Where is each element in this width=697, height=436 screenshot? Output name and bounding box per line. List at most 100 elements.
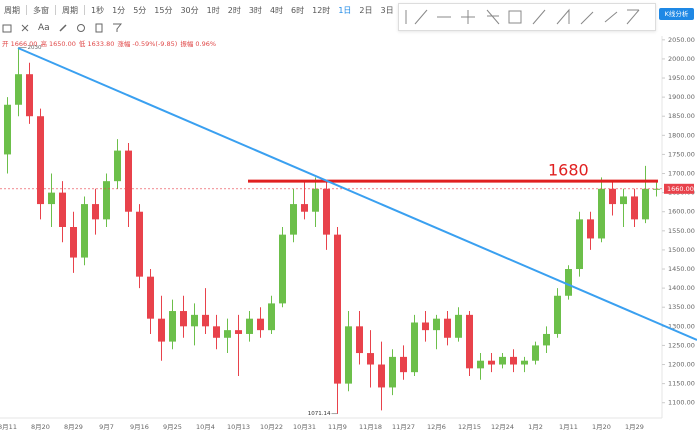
period-button[interactable]: 4时 (269, 5, 284, 15)
x-tick-label: 12月15 (458, 423, 481, 431)
y-tick-label: 1950.00 (668, 74, 695, 82)
candle-body (147, 276, 154, 319)
period-button[interactable]: 3日 (380, 5, 394, 15)
candle-body (378, 364, 385, 388)
x-tick-label: 8月29 (64, 423, 83, 431)
low-label: 1071.14 (308, 411, 331, 417)
x-tick-label: 12月6 (427, 423, 446, 431)
icon[interactable] (94, 23, 104, 33)
y-tick-label: 1850.00 (668, 112, 695, 120)
info-item: 涨幅 -0.59%(-9.85) (117, 40, 178, 48)
x-tick-label: 1月11 (559, 423, 578, 431)
candle-body (191, 314, 198, 327)
y-tick-label: 1200.00 (668, 361, 695, 369)
analysis-button[interactable]: K线分析 (659, 8, 694, 20)
candle-body (301, 204, 308, 212)
candle-body (510, 356, 517, 365)
candle-body (312, 188, 319, 212)
candle-body (422, 322, 429, 331)
x-tick-label: 11月18 (359, 423, 382, 431)
icon[interactable] (58, 23, 68, 33)
x-tick-label: 8月20 (31, 423, 50, 431)
candle-body (367, 353, 374, 365)
y-tick-label: 1100.00 (668, 399, 695, 407)
candle-body (136, 211, 143, 277)
candle-body (224, 330, 231, 338)
period-button[interactable]: 5分 (133, 5, 147, 15)
candle-body (37, 116, 44, 205)
period-button[interactable]: 2日 (359, 5, 373, 15)
candle-body (543, 333, 550, 346)
candle-body (70, 227, 77, 258)
y-tick-label: 1600.00 (668, 208, 695, 216)
period-button[interactable]: 1日 (338, 5, 352, 15)
candle-body (125, 150, 132, 212)
candle-body (477, 360, 484, 369)
font-button[interactable]: Aa (38, 23, 50, 33)
period-button[interactable]: 1时 (206, 5, 220, 15)
separator (26, 5, 27, 15)
icon[interactable] (20, 23, 30, 33)
period-button[interactable]: 3时 (248, 5, 262, 15)
candle-body (466, 314, 473, 369)
candle-body (279, 234, 286, 304)
icon[interactable] (112, 23, 122, 33)
y-tick-label: 1150.00 (668, 380, 695, 388)
candle-body (48, 192, 55, 205)
info-item: 振幅 0.96% (180, 40, 217, 48)
candle-body (411, 322, 418, 373)
x-tick-label: 11月27 (392, 423, 415, 431)
candle-body (290, 204, 297, 235)
period-button[interactable]: 15分 (154, 5, 173, 15)
y-tick-label: 1700.00 (668, 170, 695, 178)
period-button[interactable]: 周期 (4, 5, 20, 15)
candle-body (59, 192, 66, 227)
y-tick-label: 2050.00 (668, 36, 695, 44)
x-tick-label: 9月7 (99, 423, 114, 431)
candle-body (455, 314, 462, 338)
period-button[interactable]: 12时 (312, 5, 331, 15)
candle-body (323, 188, 330, 235)
candle-body (620, 196, 627, 205)
candle-body (356, 326, 363, 354)
drawing-icons (405, 8, 640, 25)
y-tick-label: 1800.00 (668, 131, 695, 139)
tool-row: Aa (2, 21, 122, 35)
period-button[interactable]: 1秒 (91, 5, 105, 15)
x-tick-label: 12月24 (491, 423, 514, 431)
candle-body (499, 356, 506, 365)
candle-body (257, 318, 264, 331)
candle-body (598, 188, 605, 239)
high-label: 2030 (28, 45, 42, 51)
x-tick-label: 10月4 (196, 423, 215, 431)
candle-body (202, 314, 209, 327)
candle-body (653, 188, 660, 190)
period-button[interactable]: 多窗 (33, 5, 49, 15)
x-tick-label: 10月22 (260, 423, 283, 431)
info-item: 低 1633.80 (78, 40, 115, 48)
period-button[interactable]: 2时 (227, 5, 241, 15)
candle-body (158, 318, 165, 342)
candle-body (642, 188, 649, 220)
candle-body (609, 188, 616, 205)
x-tick-label: 11月9 (328, 423, 347, 431)
candle-body (521, 360, 528, 365)
y-tick-label: 1350.00 (668, 303, 695, 311)
period-button[interactable]: 周期 (62, 5, 78, 15)
candle-body (180, 311, 187, 327)
icon[interactable] (76, 23, 86, 33)
period-button[interactable]: 30分 (180, 5, 199, 15)
candle-body (631, 196, 638, 220)
icon[interactable] (2, 23, 12, 33)
drawing-toolbar (398, 3, 656, 31)
y-tick-label: 1750.00 (668, 150, 695, 158)
period-button[interactable]: 6时 (291, 5, 305, 15)
period-button[interactable]: 1分 (112, 5, 126, 15)
y-tick-label: 1550.00 (668, 227, 695, 235)
trend-line (17, 47, 697, 341)
candle-body (334, 234, 341, 384)
separator (84, 5, 85, 15)
current-price-box (664, 183, 694, 194)
